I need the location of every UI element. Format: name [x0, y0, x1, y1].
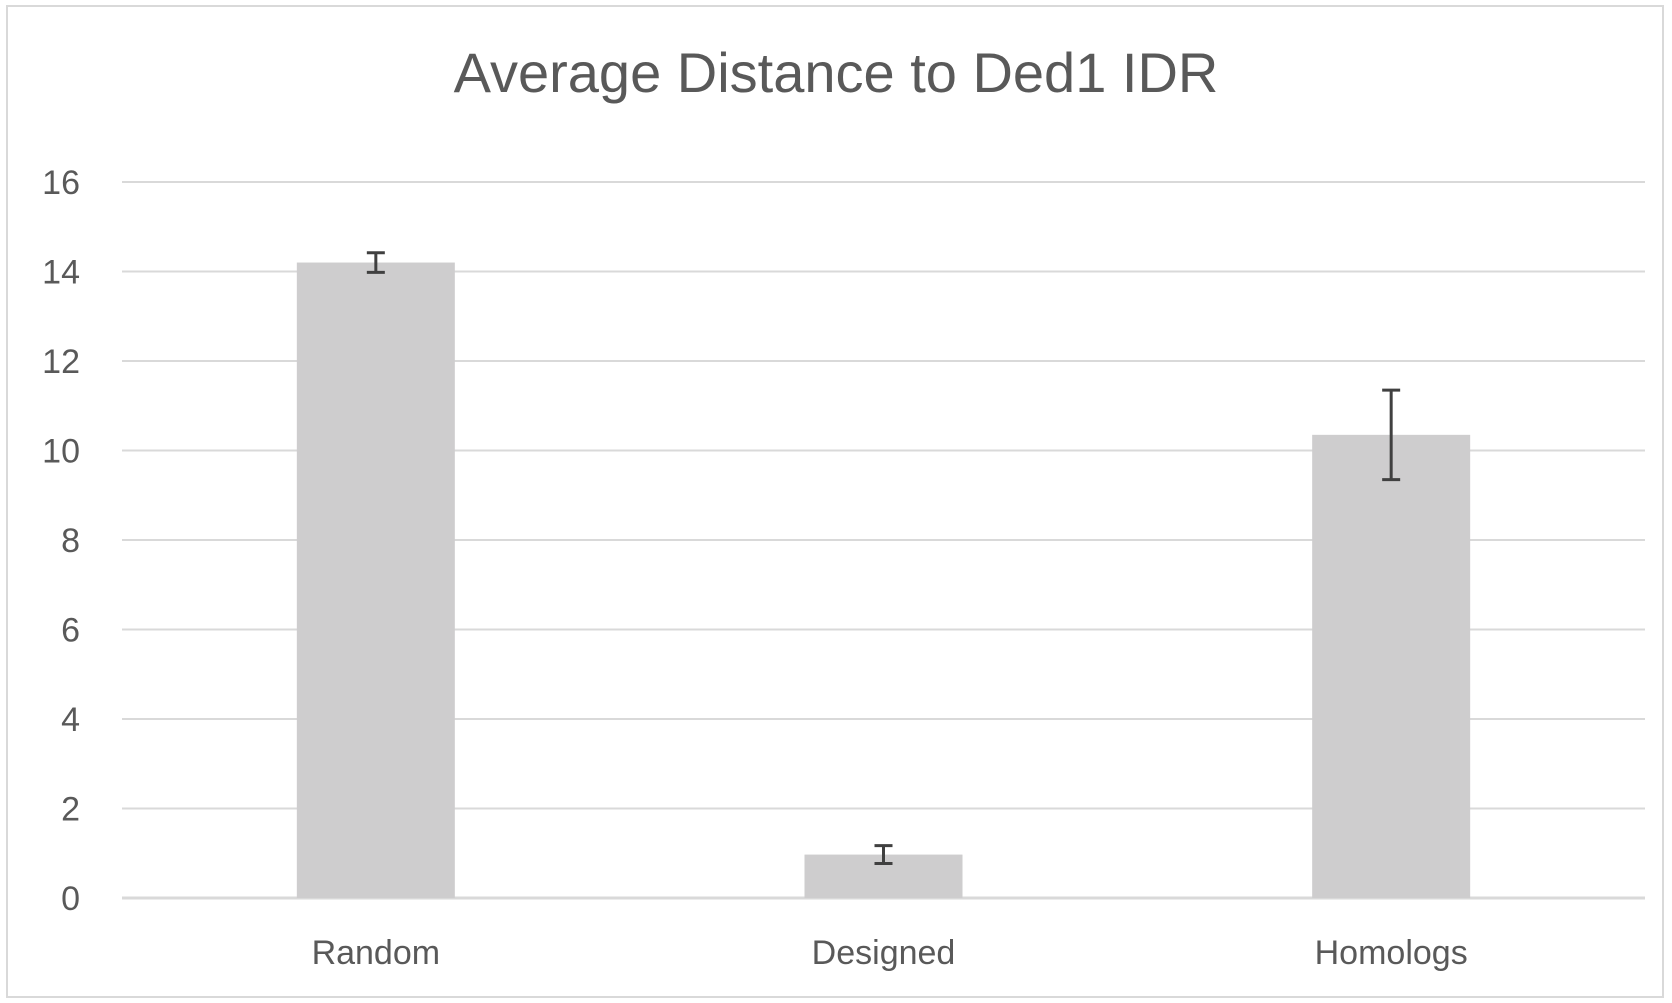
y-tick-label-14: 14 [42, 254, 80, 292]
y-tick-label-8: 8 [61, 522, 80, 560]
y-tick-label-6: 6 [61, 612, 80, 650]
error-bar-random [366, 251, 385, 274]
y-tick-label-12: 12 [42, 343, 80, 381]
bar-homologs [1312, 434, 1471, 898]
y-tick-label-16: 16 [42, 164, 80, 202]
x-category-label-designed: Designed [812, 934, 956, 972]
error-bar-homologs [1382, 388, 1401, 482]
y-tick-label-4: 4 [61, 701, 80, 739]
error-bars [366, 251, 1401, 866]
bar-random [296, 262, 455, 898]
bars [296, 262, 1471, 898]
chart-title: Average Distance to Ded1 IDR [453, 41, 1219, 104]
y-tick-label-2: 2 [61, 791, 80, 829]
y-tick-label-0: 0 [61, 880, 80, 918]
y-axis-tick-labels: 0 2 4 6 8 10 12 14 16 [42, 164, 80, 918]
y-tick-label-10: 10 [42, 433, 80, 471]
x-category-label-random: Random [312, 934, 441, 972]
x-axis-category-labels: Random Designed Homologs [312, 934, 1468, 972]
x-category-label-homologs: Homologs [1315, 934, 1468, 972]
error-bar-designed [874, 844, 893, 866]
